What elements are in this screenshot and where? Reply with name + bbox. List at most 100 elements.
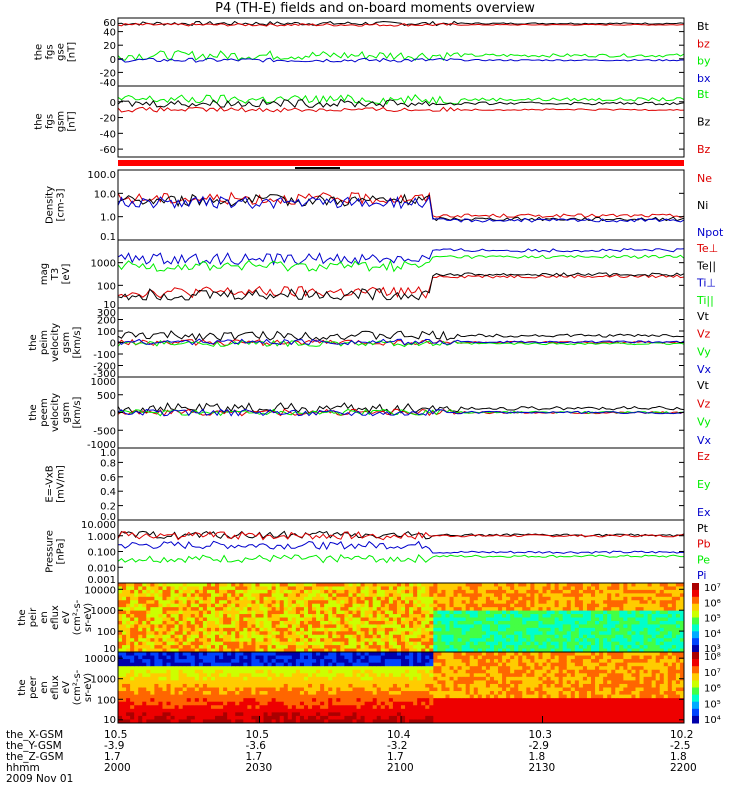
spectrogram-cell	[603, 634, 608, 639]
spectrogram-cell	[219, 683, 224, 688]
spectrogram-cell	[295, 620, 301, 625]
spectrogram-cell	[401, 687, 406, 692]
colorbar-swatch	[692, 596, 699, 605]
spectrogram-cell	[372, 586, 378, 591]
spectrogram-cell	[210, 687, 216, 692]
spectrogram-cell	[421, 719, 426, 724]
spectrogram-cell	[607, 624, 612, 629]
spectrogram-cell	[498, 583, 503, 587]
spectrogram-cell	[130, 662, 135, 667]
spectrogram-cell	[320, 662, 325, 667]
spectrogram-cell	[303, 596, 309, 601]
spectrogram-cell	[150, 634, 155, 639]
spectrogram-cell	[574, 596, 580, 601]
spectrogram-cell	[251, 705, 256, 710]
spectrogram-cell	[449, 666, 455, 671]
spectrogram-cell	[340, 627, 345, 632]
spectrogram-cell	[142, 655, 147, 660]
spectrogram-cell	[449, 600, 455, 605]
spectrogram-cell	[146, 638, 151, 643]
spectrogram-cell	[320, 614, 325, 618]
spectrogram-cell	[178, 691, 184, 696]
spectrogram-cell	[279, 673, 285, 678]
spectrogram-cell	[267, 705, 273, 710]
spectrogram-cell	[675, 583, 681, 587]
spectrogram-cell	[166, 607, 172, 612]
spectrogram-cell	[316, 691, 321, 696]
spectrogram-cell	[186, 659, 192, 664]
spectrogram-cell	[453, 638, 459, 643]
spectrogram-cell	[190, 589, 196, 594]
spectrogram-cell	[194, 600, 200, 605]
spectrogram-cell	[255, 638, 260, 643]
spectrogram-cell	[425, 631, 430, 636]
spectrogram-cell	[595, 600, 600, 605]
spectrogram-cell	[437, 624, 442, 629]
spectrogram-cell	[591, 617, 596, 622]
spectrogram-cell	[368, 634, 374, 639]
spectrogram-cell	[223, 719, 228, 724]
spectrogram-cell	[174, 655, 180, 660]
spectrogram-cell	[194, 701, 200, 706]
spectrogram-cell	[344, 680, 349, 685]
spectrogram-cell	[174, 583, 180, 587]
y-tick-label: -1000	[87, 440, 116, 451]
spectrogram-cell	[518, 645, 523, 650]
spectrogram-cell	[182, 603, 188, 608]
spectrogram-cell	[449, 607, 455, 612]
spectrogram-cell	[457, 719, 463, 724]
spectrogram-cell	[591, 645, 596, 650]
legend-label: Vy	[697, 416, 711, 429]
spectrogram-cell	[166, 589, 172, 594]
spectrogram-cell	[522, 610, 527, 615]
spectrogram-cell	[206, 645, 212, 650]
spectrogram-cell	[308, 627, 313, 632]
spectrogram-cell	[150, 593, 155, 598]
spectrogram-cell	[312, 676, 317, 681]
spectrogram-cell	[376, 641, 382, 646]
spectrogram-cell	[235, 715, 240, 720]
spectrogram-cell	[308, 659, 313, 664]
spectrogram-cell	[574, 600, 580, 605]
spectrogram-cell	[206, 719, 212, 724]
spectrogram-cell	[340, 617, 345, 622]
spectrogram-cell	[320, 641, 325, 646]
spectrogram-cell	[566, 624, 572, 629]
spectrogram-cell	[356, 620, 362, 625]
spectrogram-cell	[639, 586, 645, 591]
spectrogram-cell	[154, 631, 159, 636]
spectrogram-cell	[477, 627, 483, 632]
spectrogram-cell	[582, 593, 588, 598]
spectrogram-cell	[178, 687, 184, 692]
spectrogram-cell	[441, 645, 446, 650]
spectrogram-cell	[611, 638, 616, 643]
spectrogram-cell	[360, 634, 366, 639]
spectrogram-cell	[376, 586, 382, 591]
spectrogram-cell	[380, 589, 386, 594]
spectrogram-cell	[364, 694, 370, 699]
spectrogram-cell	[659, 624, 665, 629]
spectrogram-cell	[255, 659, 260, 664]
spectrogram-cell	[433, 600, 438, 605]
spectrogram-cell	[360, 708, 366, 713]
spectrogram-cell	[174, 719, 180, 724]
spectrogram-cell	[578, 603, 584, 608]
spectrogram-cell	[287, 614, 293, 618]
spectrogram-cell	[263, 701, 269, 706]
spectrogram-cell	[243, 673, 248, 678]
spectrogram-cell	[465, 680, 471, 685]
spectrogram-cell	[542, 627, 548, 632]
spectrogram-cell	[190, 624, 196, 629]
spectrogram-cell	[235, 687, 240, 692]
spectrogram-cell	[582, 620, 588, 625]
spectrogram-cell	[518, 620, 523, 625]
spectrogram-cell	[336, 687, 341, 692]
spectrogram-cell	[178, 631, 184, 636]
spectrogram-cell	[615, 596, 620, 601]
spectrogram-cell	[392, 607, 398, 612]
spectrogram-cell	[562, 610, 568, 615]
spectrogram-cell	[421, 715, 426, 720]
spectrogram-cell	[235, 708, 240, 713]
spectrogram-cell	[356, 662, 362, 667]
spectrogram-cell	[198, 617, 204, 622]
